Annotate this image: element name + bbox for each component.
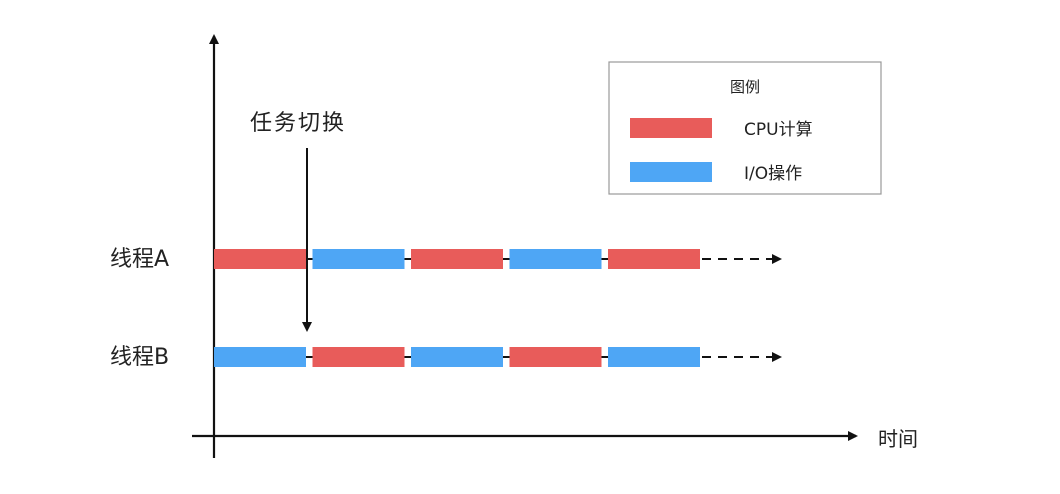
cpu-compute-segment: [411, 249, 503, 269]
io-operation-segment: [214, 347, 306, 367]
io-operation-segment: [509, 249, 602, 269]
cpu-compute-segment: [312, 347, 405, 367]
cpu-compute-segment: [608, 249, 700, 269]
io-operation-segment: [411, 347, 503, 367]
thread-row-b: 线程B: [110, 345, 782, 370]
legend: 图例 CPU计算 I/O操作: [608, 61, 882, 195]
x-axis-label: 时间: [878, 427, 918, 451]
cpu-compute-segment: [214, 249, 306, 269]
legend-label-cpu: CPU计算: [744, 120, 813, 140]
legend-label-io: I/O操作: [744, 164, 802, 184]
legend-swatch-cpu: [630, 118, 712, 138]
thread-label-b: 线程B: [110, 345, 169, 370]
io-operation-segment: [312, 249, 405, 269]
thread-label-a: 线程A: [110, 247, 169, 272]
io-operation-segment: [608, 347, 700, 367]
legend-title: 图例: [730, 78, 760, 96]
thread-row-a: 线程A: [110, 247, 782, 272]
legend-swatch-io: [630, 162, 712, 182]
cpu-compute-segment: [509, 347, 602, 367]
thread-a-segments: [214, 249, 700, 269]
thread-b-segments: [214, 347, 700, 367]
task-switch-label: 任务切换: [250, 111, 346, 136]
